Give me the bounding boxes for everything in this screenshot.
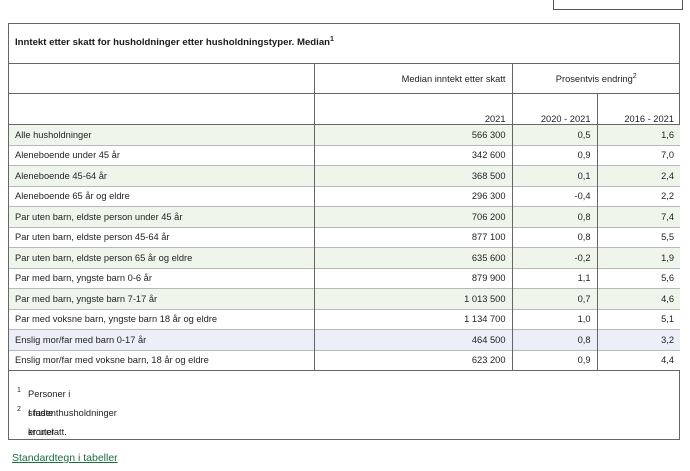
- table-row: Alle husholdninger 566 300 0,5 1,6: [9, 124, 680, 145]
- row-change-2020-2021: 0,8: [512, 206, 598, 227]
- header-row-groups: Median inntekt etter skatt Prosentvis en…: [9, 63, 680, 94]
- table-caption: Inntekt etter skatt for husholdninger et…: [15, 36, 334, 48]
- footnote-mark: 2: [17, 406, 21, 413]
- header-change-group: Prosentvis endring2: [512, 63, 680, 94]
- row-change-2016-2021: 7,4: [597, 206, 680, 227]
- row-change-2016-2021: 3,2: [597, 329, 680, 350]
- table-row: Par uten barn, eldste person under 45 år…: [9, 206, 680, 227]
- row-change-2020-2021: 0,8: [512, 226, 598, 248]
- footnote-mark: 1: [17, 387, 21, 394]
- row-change-2020-2021: 0,9: [512, 349, 598, 371]
- table-row: Enslig mor/far med barn 0-17 år 464 500 0,…: [9, 329, 680, 350]
- table-row: Par med barn, yngste barn 7-17 år 1 013 5…: [9, 288, 680, 309]
- header-row-periods: 2021 2020 - 2021 2016 - 2021: [9, 93, 680, 125]
- row-change-2016-2021: 1,6: [597, 124, 680, 145]
- table-row: Par uten barn, eldste person 45-64 år 877…: [9, 226, 680, 248]
- row-change-2020-2021: -0,4: [512, 185, 598, 207]
- income-table: Median inntekt etter skatt Prosentvis en…: [9, 63, 680, 371]
- top-control-box[interactable]: [553, 0, 683, 10]
- table-row: Par med voksne barn, yngste barn 18 år o…: [9, 308, 680, 330]
- row-label: Par med barn, yngste barn 7-17 år: [9, 288, 315, 309]
- row-label: Par med barn, yngste barn 0-6 år: [9, 267, 315, 289]
- row-change-2020-2021: 0,5: [512, 124, 598, 145]
- row-change-2020-2021: 1,0: [512, 308, 598, 330]
- standard-signs-link[interactable]: Standardtegn i tabeller: [12, 452, 118, 464]
- row-label: Alle husholdninger: [9, 124, 315, 145]
- header-change-text: Prosentvis endring: [555, 74, 633, 84]
- row-change-2016-2021: 2,4: [597, 165, 680, 186]
- row-change-2020-2021: -0,2: [512, 247, 598, 268]
- row-change-2020-2021: 0,7: [512, 288, 598, 309]
- header-period-2020-2021: 2020 - 2021: [512, 93, 598, 125]
- row-median: 368 500: [314, 165, 513, 186]
- row-label: Enslig mor/far med barn 0-17 år: [9, 329, 315, 350]
- row-label: Aleneboende under 45 år: [9, 144, 315, 166]
- header-year: 2021: [314, 93, 513, 125]
- row-median: 1 134 700: [314, 308, 513, 330]
- row-median: 879 900: [314, 267, 513, 289]
- table-row: Aleneboende 45-64 år 368 500 0,1 2,4: [9, 165, 680, 186]
- row-label: Aleneboende 45-64 år: [9, 165, 315, 186]
- row-label: Enslig mor/far med voksne barn, 18 år og…: [9, 349, 315, 371]
- header-change-footnote-mark: 2: [632, 73, 637, 80]
- row-median: 566 300: [314, 124, 513, 145]
- row-label: Aleneboende 65 år og eldre: [9, 185, 315, 207]
- header-period-2016-2021: 2016 - 2021: [597, 93, 680, 125]
- caption-footnote-mark: 1: [330, 36, 334, 43]
- table-row: Par med barn, yngste barn 0-6 år 879 900 1…: [9, 267, 680, 289]
- header-empty-cell-2: [9, 93, 315, 125]
- row-label: Par med voksne barn, yngste barn 18 år o…: [9, 308, 315, 330]
- row-median: 706 200: [314, 206, 513, 227]
- row-label: Par uten barn, eldste person 65 år og el…: [9, 247, 315, 268]
- caption-text: Inntekt etter skatt for husholdninger et…: [15, 37, 331, 48]
- row-change-2016-2021: 5,5: [597, 226, 680, 248]
- row-change-2020-2021: 0,8: [512, 329, 598, 350]
- row-median: 635 600: [314, 247, 513, 268]
- row-median: 1 013 500: [314, 288, 513, 309]
- table-container: Inntekt etter skatt for husholdninger et…: [8, 23, 680, 440]
- footnote-text: Personer i studenthusholdninger er utela…: [28, 389, 117, 437]
- row-median: 623 200: [314, 349, 513, 371]
- row-change-2020-2021: 1,1: [512, 267, 598, 289]
- row-change-2016-2021: 5,6: [597, 267, 680, 289]
- header-empty-cell: [9, 63, 315, 94]
- row-change-2016-2021: 2,2: [597, 185, 680, 207]
- table-row: Enslig mor/far med voksne barn, 18 år og…: [9, 349, 680, 371]
- row-change-2016-2021: 4,4: [597, 349, 680, 371]
- row-change-2016-2021: 5,1: [597, 308, 680, 330]
- table-row: Par uten barn, eldste person 65 år og el…: [9, 247, 680, 268]
- header-median-group: Median inntekt etter skatt: [314, 63, 513, 94]
- row-median: 296 300: [314, 185, 513, 207]
- row-change-2016-2021: 4,6: [597, 288, 680, 309]
- row-median: 464 500: [314, 329, 513, 350]
- row-change-2016-2021: 7,0: [597, 144, 680, 166]
- row-change-2020-2021: 0,9: [512, 144, 598, 166]
- table-row: Aleneboende 65 år og eldre 296 300 -0,4 2,2: [9, 185, 680, 207]
- row-median: 877 100: [314, 226, 513, 248]
- row-change-2016-2021: 1,9: [597, 247, 680, 268]
- row-change-2020-2021: 0,1: [512, 165, 598, 186]
- row-label: Par uten barn, eldste person under 45 år: [9, 206, 315, 227]
- footnote-text: I faste kroner: [28, 408, 55, 437]
- row-median: 342 600: [314, 144, 513, 166]
- table-row: Aleneboende under 45 år 342 600 0,9 7,0: [9, 144, 680, 166]
- row-label: Par uten barn, eldste person 45-64 år: [9, 226, 315, 248]
